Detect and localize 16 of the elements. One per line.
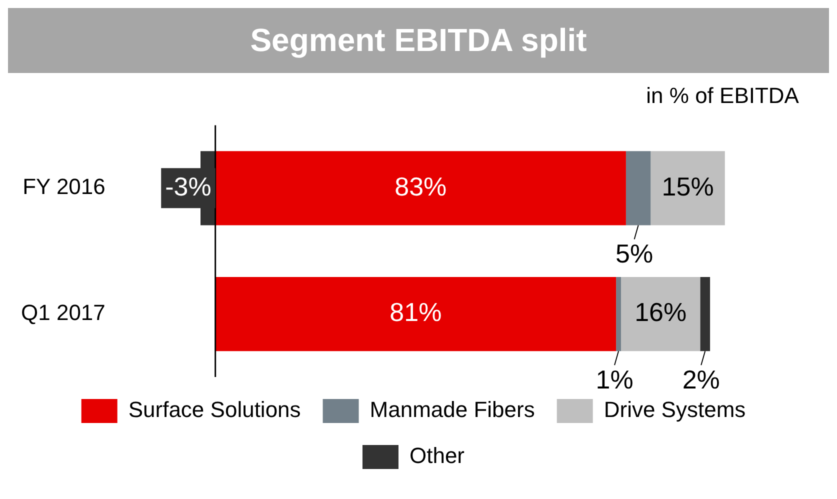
data-label: 16% — [634, 297, 687, 328]
chart-subtitle: in % of EBITDA — [645, 82, 800, 109]
y-tick-label: FY 2016 — [22, 174, 106, 200]
data-label: 1% — [596, 364, 634, 394]
data-label: 83% — [394, 171, 447, 202]
legend-label: Surface Solutions — [128, 397, 301, 422]
data-label: 81% — [390, 297, 442, 328]
data-label: 15% — [662, 171, 714, 202]
chart-title: Segment EBITDA split — [8, 8, 829, 73]
data-label: 2% — [682, 364, 720, 394]
data-label: -3% — [165, 171, 212, 202]
legend-label: Other — [409, 443, 465, 468]
y-tick-label: Q1 2017 — [20, 300, 106, 326]
data-label: 5% — [616, 238, 654, 268]
legend-label: Manmade Fibers — [370, 397, 535, 422]
legend-label: Drive Systems — [604, 397, 746, 422]
